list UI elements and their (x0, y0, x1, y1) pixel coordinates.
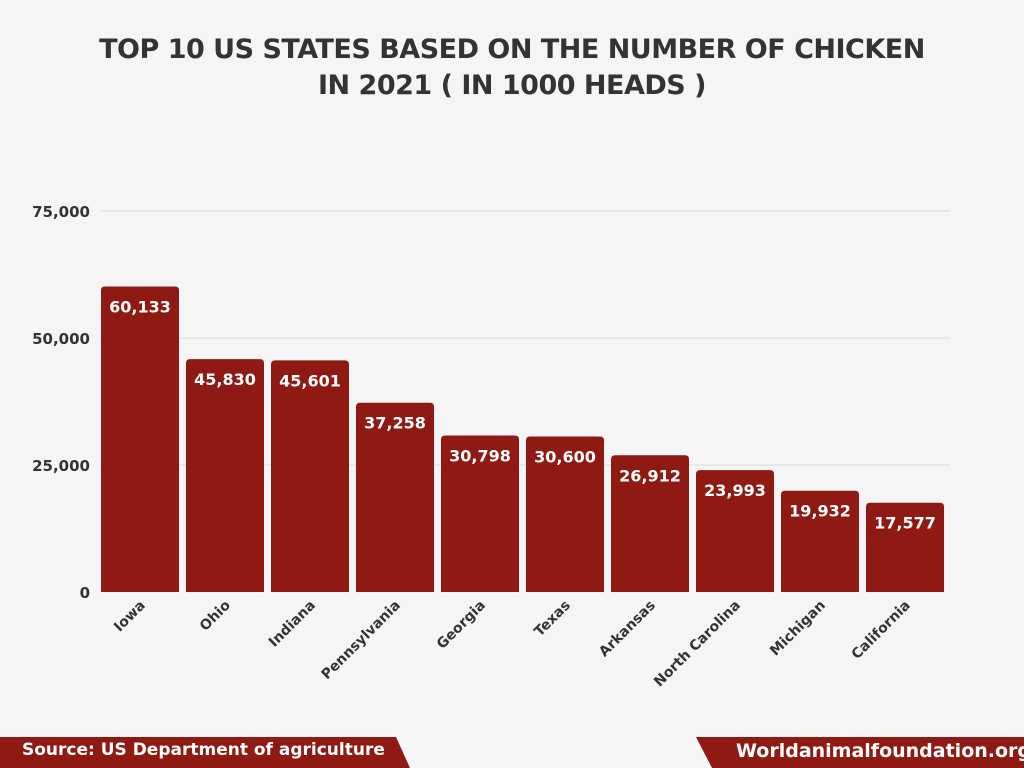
bar-value-label: 45,601 (279, 371, 341, 390)
y-tick-label: 25,000 (32, 457, 90, 475)
bar (441, 435, 519, 592)
chart-title-line2: IN 2021 ( IN 1000 HEADS ) (318, 70, 706, 101)
website-text[interactable]: Worldanimalfoundation.org (736, 740, 1024, 762)
bar-value-label: 30,798 (449, 447, 511, 466)
x-tick-label: California (849, 598, 914, 663)
bar (696, 470, 774, 592)
x-tick-label: Ohio (197, 597, 234, 634)
bar-value-label: 19,932 (789, 502, 851, 521)
bar-value-label: 23,993 (704, 481, 766, 500)
bar (101, 286, 179, 592)
source-text: Source: US Department of agriculture (22, 740, 385, 760)
bar-value-label: 37,258 (364, 414, 426, 433)
bar (526, 436, 604, 592)
bar (186, 359, 264, 592)
bar (356, 402, 434, 592)
bar (866, 502, 944, 592)
x-tick-label: Arkansas (596, 598, 659, 661)
bar-value-label: 26,912 (619, 466, 681, 485)
website-banner[interactable]: Worldanimalfoundation.org (696, 737, 1024, 768)
x-tick-label: Texas (531, 598, 573, 640)
chart-title: TOP 10 US STATES BASED ON THE NUMBER OF … (60, 32, 964, 104)
x-tick-label: Iowa (111, 598, 149, 636)
bar-value-label: 17,577 (874, 514, 936, 533)
bar-value-label: 45,830 (194, 370, 256, 389)
bar (781, 490, 859, 592)
x-tick-label: Indiana (266, 598, 319, 651)
x-tick-label: North Carolina (651, 598, 744, 691)
x-tick-label: Pennsylvania (318, 598, 403, 683)
y-tick-label: 0 (80, 584, 90, 602)
x-tick-label: Georgia (434, 598, 489, 653)
chart-title-line1: TOP 10 US STATES BASED ON THE NUMBER OF … (99, 34, 925, 65)
bar (271, 360, 349, 592)
source-banner: Source: US Department of agriculture (0, 737, 410, 768)
x-tick-label: Michigan (767, 598, 829, 660)
y-tick-label: 50,000 (32, 330, 90, 348)
bar (611, 455, 689, 592)
bar-value-label: 60,133 (109, 298, 171, 317)
bar-value-label: 30,600 (534, 448, 596, 467)
y-tick-label: 75,000 (32, 203, 90, 221)
